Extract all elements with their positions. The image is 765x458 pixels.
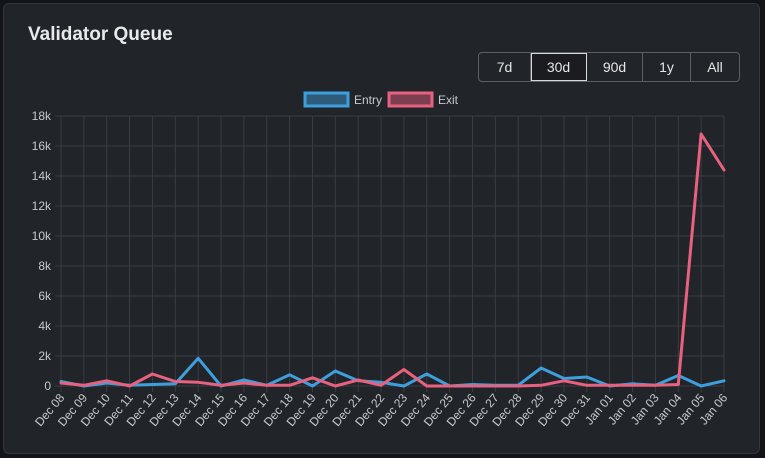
y-tick-label: 8k (38, 259, 52, 273)
data-point (311, 384, 314, 388)
data-point (494, 384, 497, 388)
chart-legend: Entry Exit (303, 91, 459, 108)
y-axis: 0 2k 4k 6k 8k 10k 12k 14k 16k 18k (32, 109, 52, 393)
data-point (196, 357, 200, 360)
data-point (379, 384, 383, 387)
data-point (151, 372, 154, 376)
data-point (471, 384, 474, 388)
page-title: Validator Queue (28, 24, 173, 45)
data-point (585, 375, 589, 379)
data-point (196, 381, 200, 384)
data-point (585, 384, 589, 387)
legend-swatch (387, 91, 434, 108)
y-tick-label: 14k (32, 169, 52, 183)
data-point (425, 372, 428, 376)
data-point (174, 380, 177, 383)
data-point (677, 383, 680, 386)
y-tick-label: 0 (44, 379, 51, 393)
data-point (311, 376, 314, 379)
data-point (699, 384, 703, 388)
data-point (174, 382, 177, 385)
data-point (425, 384, 428, 388)
legend-swatch (303, 91, 350, 108)
data-point (539, 366, 543, 370)
data-point (562, 377, 566, 380)
y-tick-label: 6k (38, 289, 52, 303)
data-point (59, 381, 63, 385)
data-point (82, 384, 86, 387)
data-point (334, 369, 337, 373)
data-point (242, 381, 246, 385)
range-button-all[interactable]: All (707, 59, 723, 75)
y-tick-label: 12k (32, 199, 52, 213)
data-point (265, 384, 268, 387)
y-tick-label: 16k (32, 139, 52, 153)
data-point (517, 384, 520, 388)
legend-label: Exit (438, 93, 459, 107)
data-point (288, 373, 291, 376)
data-point (722, 168, 726, 172)
data-point (151, 383, 154, 386)
range-button-30d[interactable]: 30d (531, 53, 587, 81)
data-point (357, 378, 360, 382)
data-point (242, 378, 246, 382)
y-tick-label: 18k (32, 109, 52, 123)
data-point (105, 379, 108, 382)
range-button-1y[interactable]: 1y (643, 53, 691, 81)
legend-label: Entry (354, 93, 382, 107)
data-point (334, 384, 337, 388)
data-point (219, 384, 223, 387)
legend-item-entry[interactable]: Entry (303, 91, 382, 108)
y-tick-label: 4k (38, 319, 52, 333)
legend-item-exit[interactable]: Exit (387, 91, 459, 108)
series-line-entry (59, 356, 726, 388)
range-button-7d[interactable]: 7d (479, 53, 531, 81)
data-point (562, 379, 566, 382)
data-point (539, 384, 543, 387)
data-point (699, 132, 703, 136)
data-point (448, 384, 451, 388)
data-point (608, 384, 611, 387)
y-tick-label: 10k (32, 229, 52, 243)
data-point (654, 384, 657, 387)
series-line-exit (59, 132, 726, 388)
y-tick-label: 2k (38, 349, 52, 363)
data-point (402, 384, 406, 388)
data-point (402, 368, 406, 371)
data-point (128, 384, 131, 388)
data-point (631, 384, 634, 387)
data-point (379, 381, 383, 384)
time-range-selector: 7d 30d 90d 1y All (478, 52, 740, 82)
series-points-exit (59, 132, 726, 388)
chart-grid (55, 115, 725, 392)
data-point (288, 384, 291, 387)
range-button-90d[interactable]: 90d (587, 53, 643, 81)
data-point (722, 379, 726, 382)
